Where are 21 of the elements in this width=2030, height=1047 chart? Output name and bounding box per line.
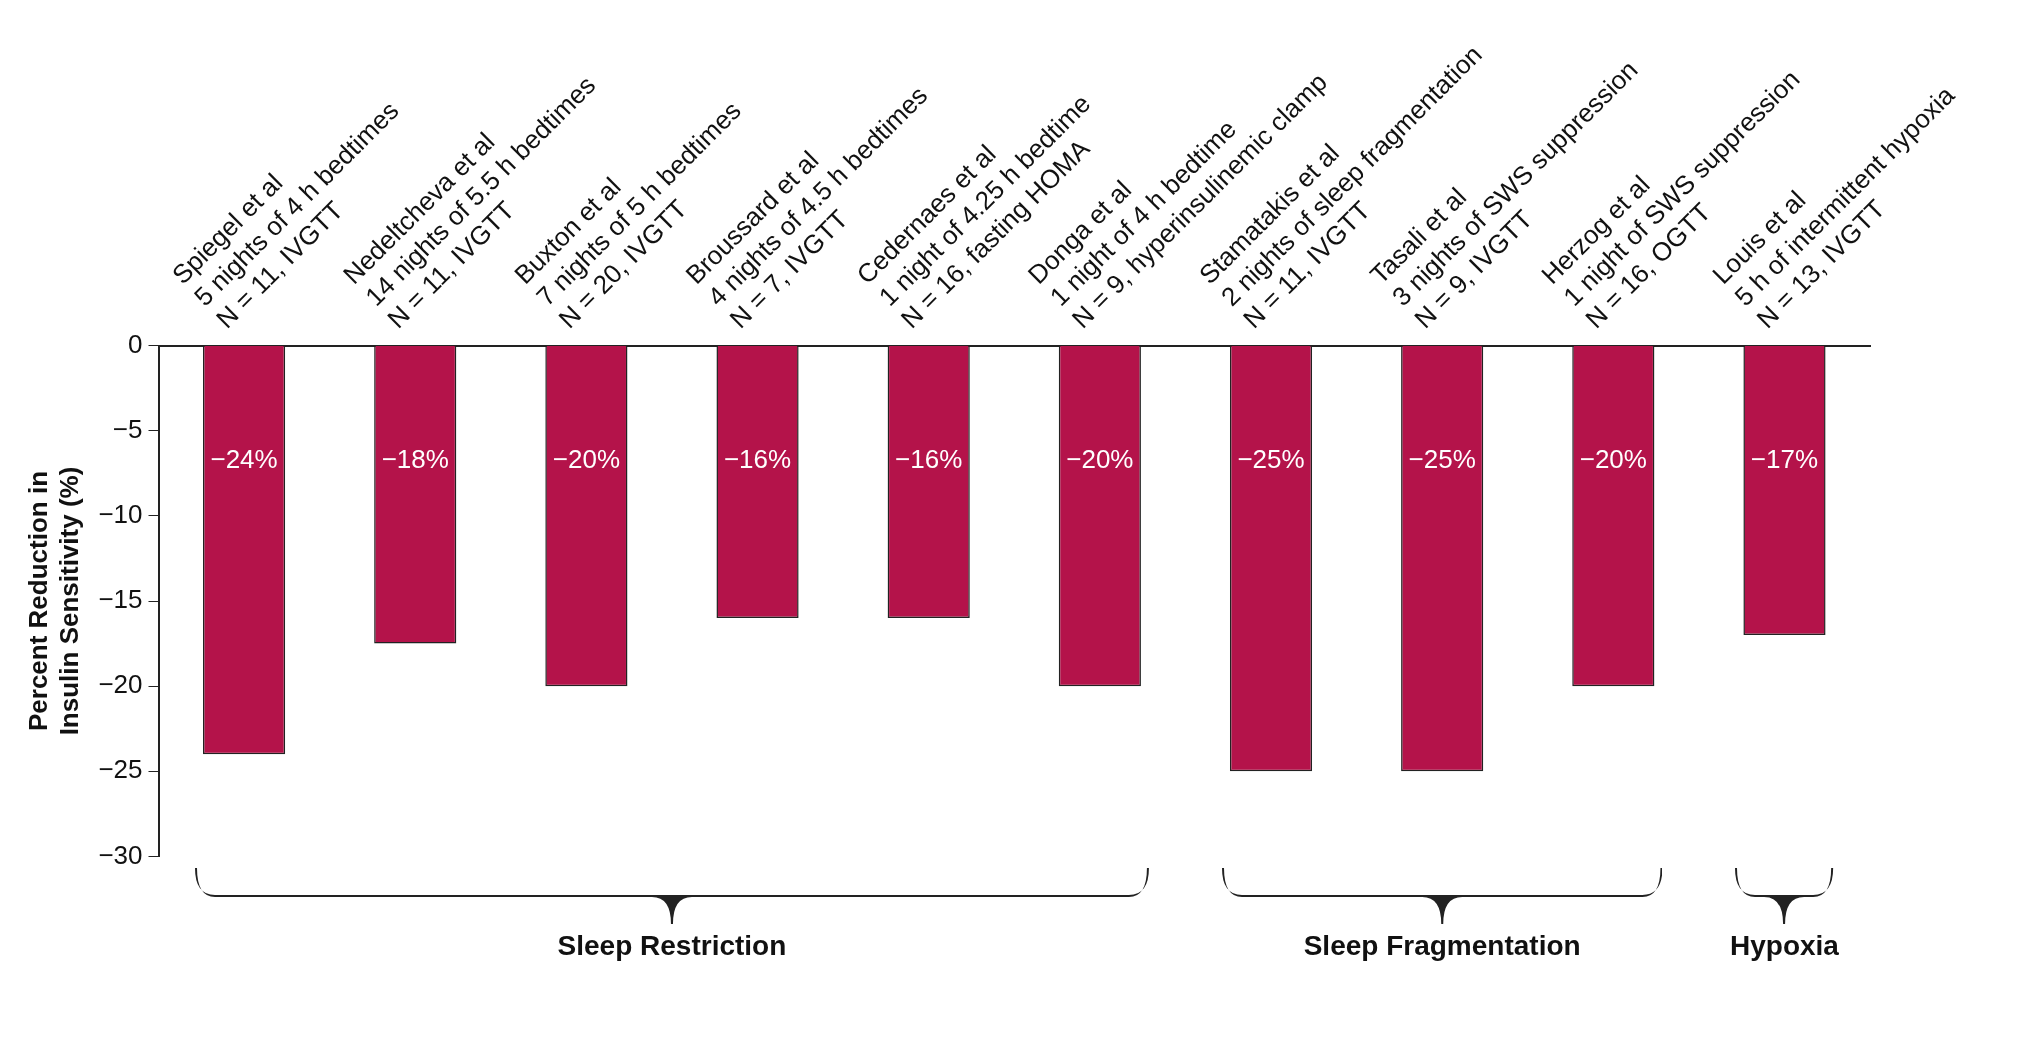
data-label: −16%	[895, 444, 963, 475]
y-tick-label: −30	[98, 839, 143, 870]
data-label: −20%	[1579, 444, 1647, 475]
data-label: −20%	[1066, 444, 1134, 475]
y-tick-label: −15	[98, 584, 143, 615]
text: Hypoxia	[1729, 930, 1840, 963]
y-tick-label: −10	[98, 499, 143, 530]
data-label: −25%	[1237, 444, 1305, 475]
data-label: −17%	[1750, 444, 1819, 475]
y-tick-label: 0	[128, 328, 143, 359]
y-tick-label: −25	[98, 754, 143, 785]
data-label: −18%	[381, 444, 449, 475]
data-label: −20%	[552, 444, 621, 475]
y-tick-label: −20	[98, 669, 143, 700]
data-label: −24%	[210, 444, 278, 475]
text: Sleep Restriction	[556, 930, 788, 963]
data-label: −25%	[1408, 444, 1476, 475]
text: Sleep Fragmentation	[1302, 930, 1582, 963]
data-label: −16%	[723, 444, 792, 475]
y-axis-title: Percent Reduction in Insulin Sensitivity (%)	[22, 466, 84, 736]
y-tick-label: −5	[112, 413, 143, 444]
